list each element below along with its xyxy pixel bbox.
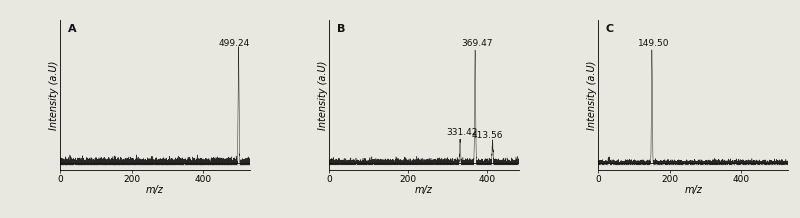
Text: 413.56: 413.56 bbox=[472, 131, 503, 140]
X-axis label: m/z: m/z bbox=[415, 185, 433, 195]
Y-axis label: Intensity (a.U): Intensity (a.U) bbox=[318, 60, 328, 129]
Text: 331.42: 331.42 bbox=[446, 128, 478, 138]
X-axis label: m/z: m/z bbox=[684, 185, 702, 195]
Text: A: A bbox=[67, 24, 76, 34]
Text: C: C bbox=[606, 24, 614, 34]
Text: 499.24: 499.24 bbox=[218, 39, 250, 48]
Text: 369.47: 369.47 bbox=[462, 39, 493, 48]
Text: 149.50: 149.50 bbox=[638, 39, 670, 48]
Text: B: B bbox=[337, 24, 345, 34]
X-axis label: m/z: m/z bbox=[146, 185, 164, 195]
Y-axis label: Intensity (a.U): Intensity (a.U) bbox=[587, 60, 597, 129]
Y-axis label: Intensity (a.U): Intensity (a.U) bbox=[49, 60, 58, 129]
